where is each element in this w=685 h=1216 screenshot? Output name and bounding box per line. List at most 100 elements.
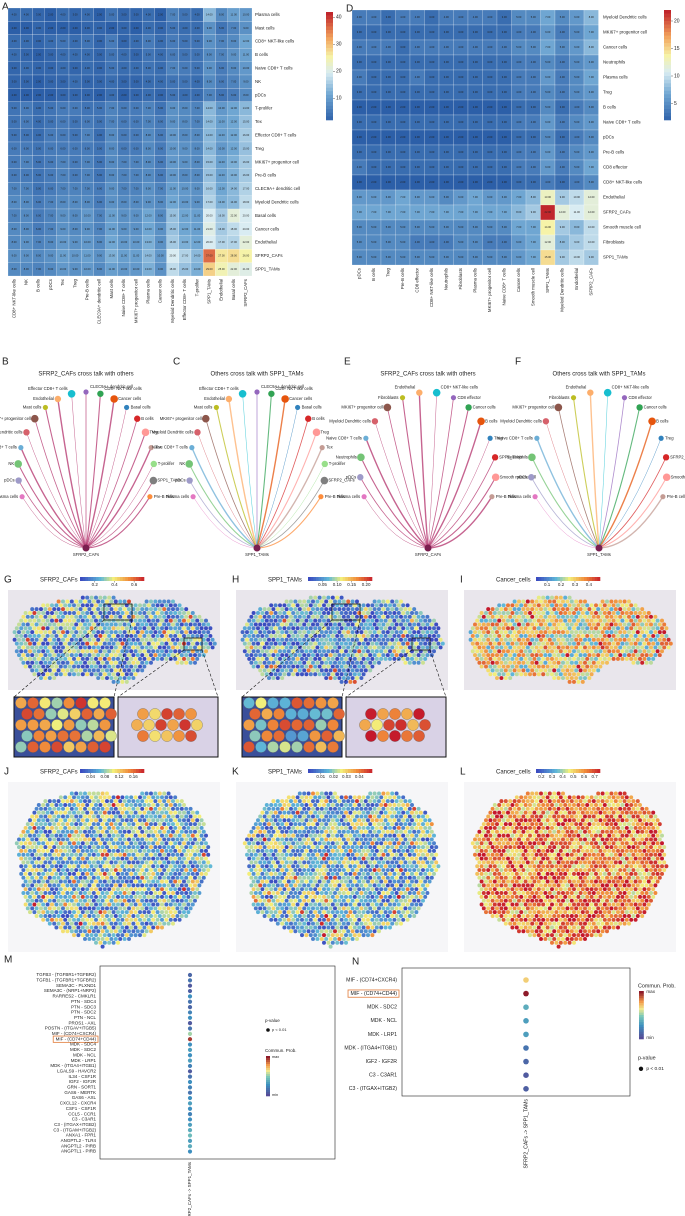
spot xyxy=(271,661,275,665)
cell-value: 5.00 xyxy=(146,53,152,57)
spot xyxy=(125,619,129,623)
cell-value: 10.00 xyxy=(133,267,140,271)
network-edge xyxy=(229,399,257,548)
spot xyxy=(169,834,173,838)
spot xyxy=(61,638,65,642)
zoom-spot xyxy=(39,741,50,752)
spot xyxy=(320,638,324,642)
spot xyxy=(19,619,23,623)
zoom-spot xyxy=(69,708,80,719)
spot xyxy=(557,630,561,634)
cell-value: 4.00 xyxy=(158,79,164,83)
spot xyxy=(504,630,508,634)
cell-value: 9.00 xyxy=(48,254,54,258)
spot xyxy=(30,645,34,649)
cell-value: 5.00 xyxy=(182,53,188,57)
spot xyxy=(160,611,164,615)
spot xyxy=(145,837,149,841)
spot xyxy=(506,619,510,623)
spot xyxy=(96,807,100,811)
spot xyxy=(302,645,306,649)
spot xyxy=(561,668,565,672)
spot xyxy=(107,803,111,807)
spot xyxy=(249,653,253,657)
spot xyxy=(41,811,45,815)
cell-value: 9.00 xyxy=(195,187,201,191)
spot xyxy=(548,615,552,619)
zoom-spot xyxy=(105,708,116,719)
zoom-spot xyxy=(255,719,266,730)
cell-value: 2.00 xyxy=(357,135,363,139)
spot xyxy=(581,680,585,684)
spot xyxy=(63,803,67,807)
spot xyxy=(191,626,195,630)
spot xyxy=(74,645,78,649)
spot xyxy=(74,822,78,826)
spot xyxy=(475,619,479,623)
spot xyxy=(524,672,528,676)
spot xyxy=(54,603,58,607)
cell-value: 11.00 xyxy=(574,210,581,214)
spot xyxy=(70,807,74,811)
cell-value: 10.00 xyxy=(84,240,91,244)
spot xyxy=(138,603,142,607)
spot xyxy=(375,634,379,638)
cell-value: 4.00 xyxy=(12,12,18,16)
spot xyxy=(587,668,591,672)
spot xyxy=(70,622,74,626)
spot xyxy=(243,634,247,638)
spot xyxy=(565,653,569,657)
spot xyxy=(357,611,361,615)
spot xyxy=(189,814,193,818)
spot xyxy=(517,607,521,611)
spot xyxy=(386,653,390,657)
spot xyxy=(596,622,600,626)
spot xyxy=(537,634,541,638)
spot xyxy=(162,630,166,634)
spot xyxy=(504,622,508,626)
spot xyxy=(116,634,120,638)
spot xyxy=(247,642,251,646)
spot xyxy=(419,611,423,615)
cell-value: 4.00 xyxy=(12,39,18,43)
spot xyxy=(530,600,534,604)
spot xyxy=(153,622,157,626)
spot xyxy=(370,619,374,623)
spot xyxy=(138,626,142,630)
spot xyxy=(142,803,146,807)
spot xyxy=(285,668,289,672)
cell-value: 7.00 xyxy=(487,210,493,214)
cell-value: 6.00 xyxy=(12,160,18,164)
spot xyxy=(607,626,611,630)
spot xyxy=(85,795,89,799)
spot xyxy=(565,645,569,649)
spot xyxy=(342,638,346,642)
colorbar-step xyxy=(104,577,107,581)
spot xyxy=(590,603,594,607)
zoom-spot xyxy=(297,730,308,741)
spot xyxy=(142,841,146,845)
spot xyxy=(21,615,25,619)
zoom-spot xyxy=(389,730,400,741)
spot xyxy=(54,665,58,669)
spot xyxy=(497,672,501,676)
spot xyxy=(147,841,151,845)
cell-value: 4.00 xyxy=(182,93,188,97)
spot xyxy=(52,645,56,649)
cell-value: 11.00 xyxy=(194,213,201,217)
cell-value: 3.00 xyxy=(386,90,392,94)
spot xyxy=(348,611,352,615)
cell-value: 4.00 xyxy=(73,39,79,43)
cell-value: 13.00 xyxy=(145,267,152,271)
cell-value: 7.00 xyxy=(60,187,66,191)
spot xyxy=(65,607,69,611)
spot xyxy=(543,638,547,642)
spot xyxy=(375,619,379,623)
spot xyxy=(30,607,34,611)
spot xyxy=(421,622,425,626)
spot xyxy=(289,607,293,611)
spot xyxy=(304,665,308,669)
spot xyxy=(603,626,607,630)
spot xyxy=(486,653,490,657)
network-node xyxy=(433,389,441,397)
